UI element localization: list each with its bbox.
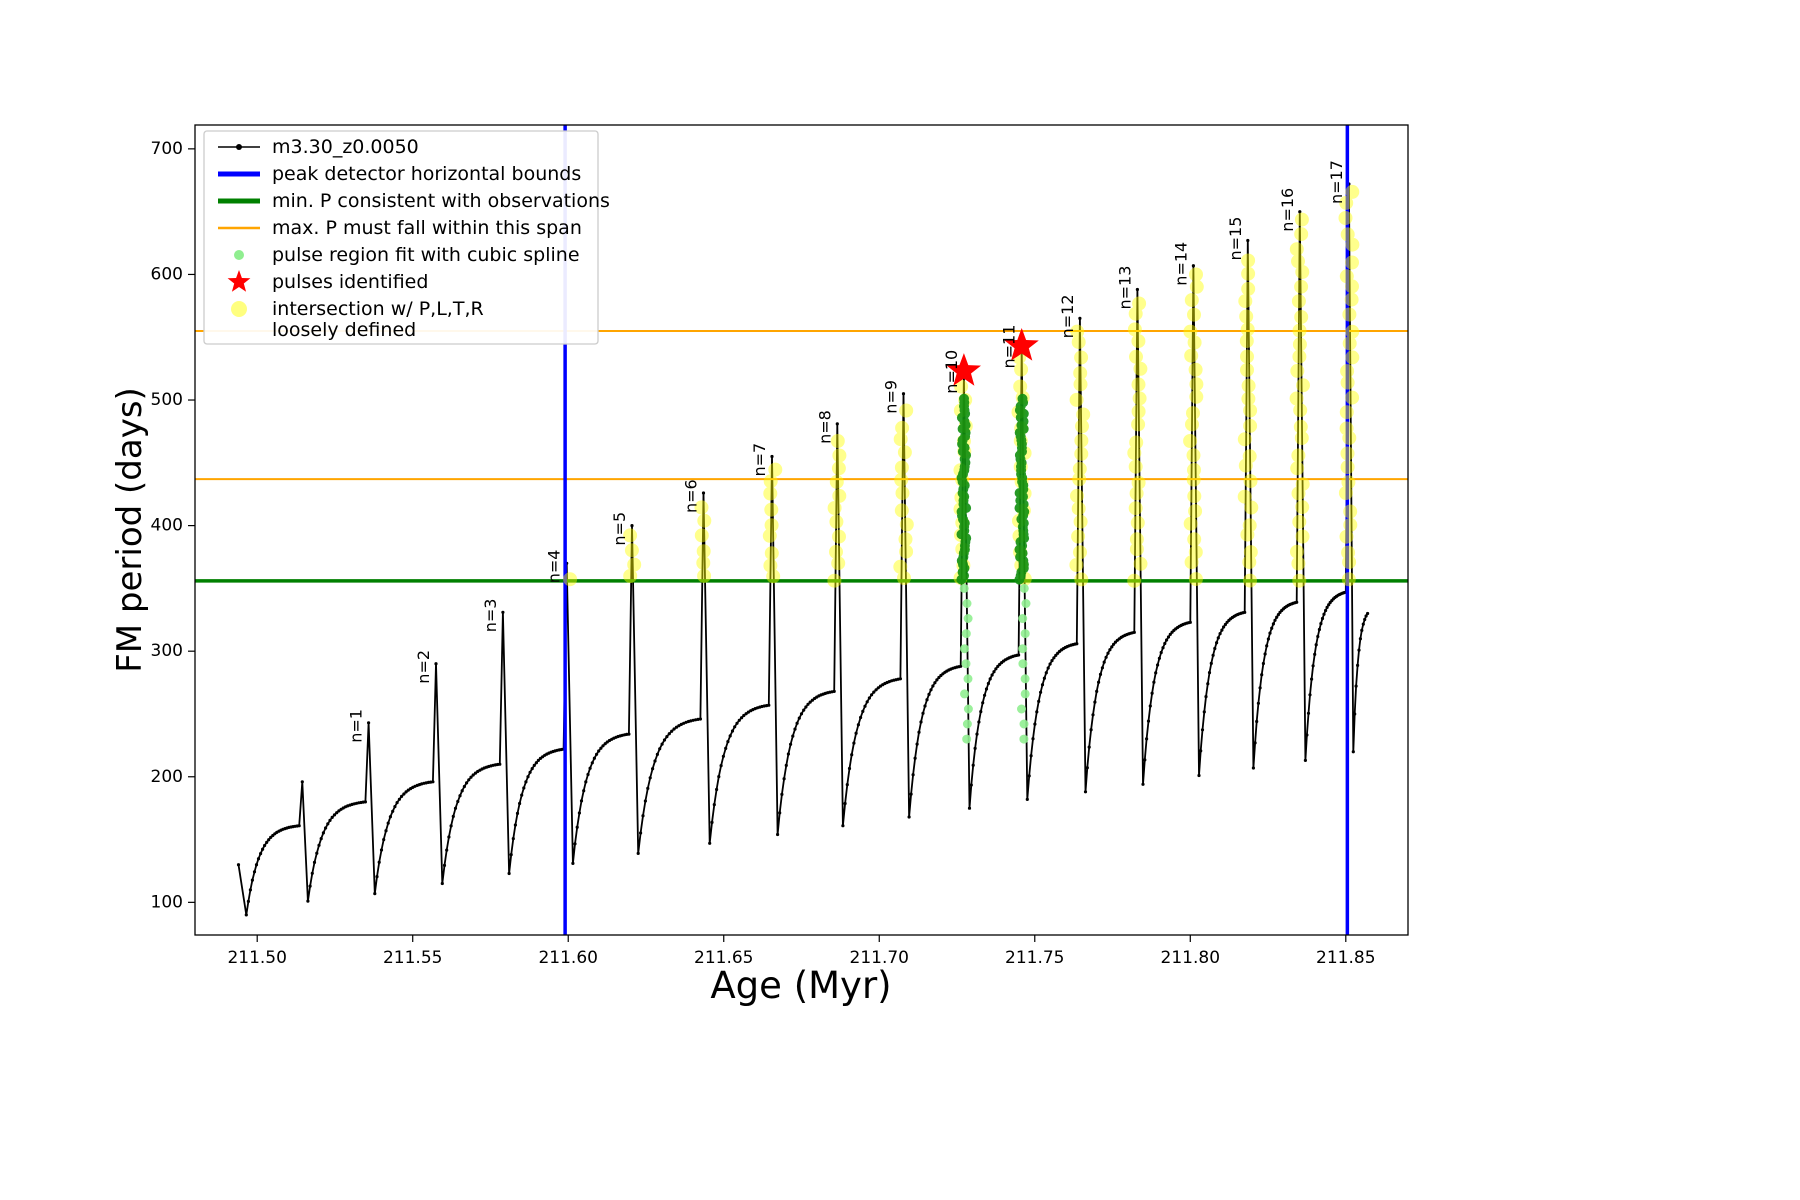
legend-entry-label: min. P consistent with observations xyxy=(272,190,610,212)
x-tick-label: 211.60 xyxy=(538,948,597,968)
spline-fit-markers xyxy=(956,393,1030,585)
pulse-label: n=17 xyxy=(1327,160,1346,204)
x-tick-label: 211.85 xyxy=(1316,948,1375,968)
x-axis-label: Age (Myr) xyxy=(710,964,891,1007)
pulse-labels-layer: n=1 n=2 n=3 n=4 n=5 n=6 n=7 n=8 n=9 n=10 n=11 n=12 n… xyxy=(347,160,1346,743)
legend-sample-star xyxy=(227,270,251,292)
intersection-markers xyxy=(563,184,1360,588)
pulse-label: n=1 xyxy=(347,709,366,743)
y-tick-label: 600 xyxy=(151,264,183,284)
x-tick-label: 211.80 xyxy=(1161,948,1220,968)
x-tick-label: 211.50 xyxy=(227,948,286,968)
pulse-label: n=2 xyxy=(414,650,433,684)
pulse-label: n=8 xyxy=(815,410,834,444)
pulse-label: n=6 xyxy=(682,479,701,513)
y-tick-label: 400 xyxy=(151,516,183,536)
pulse-label: n=10 xyxy=(942,350,961,394)
legend-sample-dot xyxy=(231,301,247,317)
pulse-label: n=12 xyxy=(1058,294,1077,338)
pulse-label: n=7 xyxy=(750,443,769,477)
y-tick-label: 500 xyxy=(151,390,183,410)
pulse-label: n=16 xyxy=(1278,188,1297,232)
legend-entry-label: pulse region fit with cubic spline xyxy=(272,244,580,266)
pulse-label: n=9 xyxy=(882,380,901,414)
pulse-star xyxy=(946,353,981,386)
legend-entry-label: pulses identified xyxy=(272,271,428,293)
legend-entry-label: intersection w/ P,L,T,R xyxy=(272,298,484,320)
y-tick-label: 200 xyxy=(151,767,183,787)
pulse-label: n=13 xyxy=(1115,266,1134,310)
y-tick-label: 300 xyxy=(151,641,183,661)
axes-layer: 211.50 211.55 211.60 211.65 211.70 211.75 211.… xyxy=(151,139,1376,968)
pulse-label: n=14 xyxy=(1171,242,1190,286)
markers-layer xyxy=(563,184,1360,744)
pulse-label: n=15 xyxy=(1226,217,1245,261)
y-tick-label: 700 xyxy=(151,139,183,159)
legend-entry-label: peak detector horizontal bounds xyxy=(272,163,581,185)
pulse-star xyxy=(1004,328,1039,361)
legend-entry-label: loosely defined xyxy=(272,319,416,341)
plot-frame xyxy=(194,124,1409,936)
pulse-region-markers xyxy=(959,583,1031,744)
x-tick-label: 211.65 xyxy=(694,948,753,968)
legend-sample-point xyxy=(236,144,242,150)
legend-entry-label: m3.30_z0.0050 xyxy=(272,136,419,158)
legend-entry-label: max. P must fall within this span xyxy=(272,217,582,239)
main-series-layer xyxy=(236,182,1370,917)
pulse-label: n=4 xyxy=(545,550,564,584)
y-tick-label: 100 xyxy=(151,892,183,912)
y-axis-label: FM period (days) xyxy=(110,387,150,673)
pulse-label: n=3 xyxy=(481,599,500,633)
pulse-label: n=11 xyxy=(1000,325,1019,369)
legend-sample-dot xyxy=(234,250,244,260)
legend-box xyxy=(203,130,599,345)
x-tick-label: 211.55 xyxy=(383,948,442,968)
x-tick-label: 211.75 xyxy=(1005,948,1064,968)
x-tick-label: 211.70 xyxy=(850,948,909,968)
pulse-label: n=5 xyxy=(610,512,629,546)
